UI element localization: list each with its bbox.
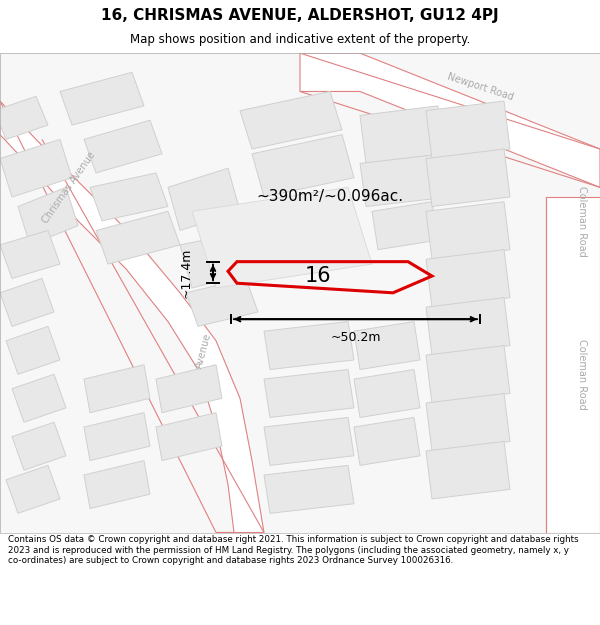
Polygon shape [0, 101, 264, 532]
Polygon shape [0, 231, 60, 278]
Polygon shape [426, 441, 510, 499]
Polygon shape [84, 412, 150, 461]
Text: Newport Road: Newport Road [446, 71, 514, 102]
Polygon shape [372, 202, 438, 249]
Text: Chrismas Avenue: Chrismas Avenue [41, 150, 97, 225]
Polygon shape [192, 188, 372, 288]
Polygon shape [186, 278, 258, 326]
Text: Coleman Road: Coleman Road [577, 339, 587, 409]
Polygon shape [426, 298, 510, 355]
Polygon shape [360, 154, 450, 206]
Text: 16, CHRISMAS AVENUE, ALDERSHOT, GU12 4PJ: 16, CHRISMAS AVENUE, ALDERSHOT, GU12 4PJ [101, 8, 499, 23]
Polygon shape [156, 412, 222, 461]
Polygon shape [426, 346, 510, 403]
Polygon shape [252, 134, 354, 197]
Polygon shape [354, 369, 420, 418]
Polygon shape [354, 322, 420, 369]
Polygon shape [546, 197, 600, 532]
Polygon shape [60, 72, 144, 125]
Polygon shape [264, 466, 354, 513]
Polygon shape [96, 211, 180, 264]
Polygon shape [426, 394, 510, 451]
Polygon shape [156, 365, 222, 413]
Text: ~390m²/~0.096ac.: ~390m²/~0.096ac. [256, 189, 404, 204]
Text: ~50.2m: ~50.2m [330, 331, 381, 344]
Polygon shape [240, 91, 342, 149]
Polygon shape [12, 422, 66, 470]
Polygon shape [90, 173, 168, 221]
Text: Map shows position and indicative extent of the property.: Map shows position and indicative extent… [130, 33, 470, 46]
Polygon shape [264, 369, 354, 418]
Polygon shape [0, 139, 72, 197]
Polygon shape [300, 53, 600, 187]
Polygon shape [264, 418, 354, 466]
Polygon shape [168, 168, 240, 231]
Polygon shape [426, 249, 510, 308]
Polygon shape [12, 374, 66, 423]
Polygon shape [84, 461, 150, 509]
Polygon shape [0, 278, 54, 326]
Polygon shape [180, 231, 264, 288]
Polygon shape [426, 101, 510, 159]
Text: Coleman Road: Coleman Road [577, 186, 587, 256]
Polygon shape [426, 202, 510, 259]
Polygon shape [6, 326, 60, 374]
Text: 16: 16 [305, 266, 331, 286]
Polygon shape [6, 466, 60, 513]
Text: Contains OS data © Crown copyright and database right 2021. This information is : Contains OS data © Crown copyright and d… [8, 535, 578, 565]
Polygon shape [360, 106, 444, 163]
Polygon shape [354, 418, 420, 466]
Polygon shape [84, 365, 150, 413]
Polygon shape [18, 188, 78, 245]
Polygon shape [0, 96, 48, 139]
Text: ~17.4m: ~17.4m [179, 248, 193, 298]
Polygon shape [426, 149, 510, 206]
Text: Avenue: Avenue [194, 331, 214, 369]
Polygon shape [84, 120, 162, 173]
Polygon shape [264, 322, 354, 369]
